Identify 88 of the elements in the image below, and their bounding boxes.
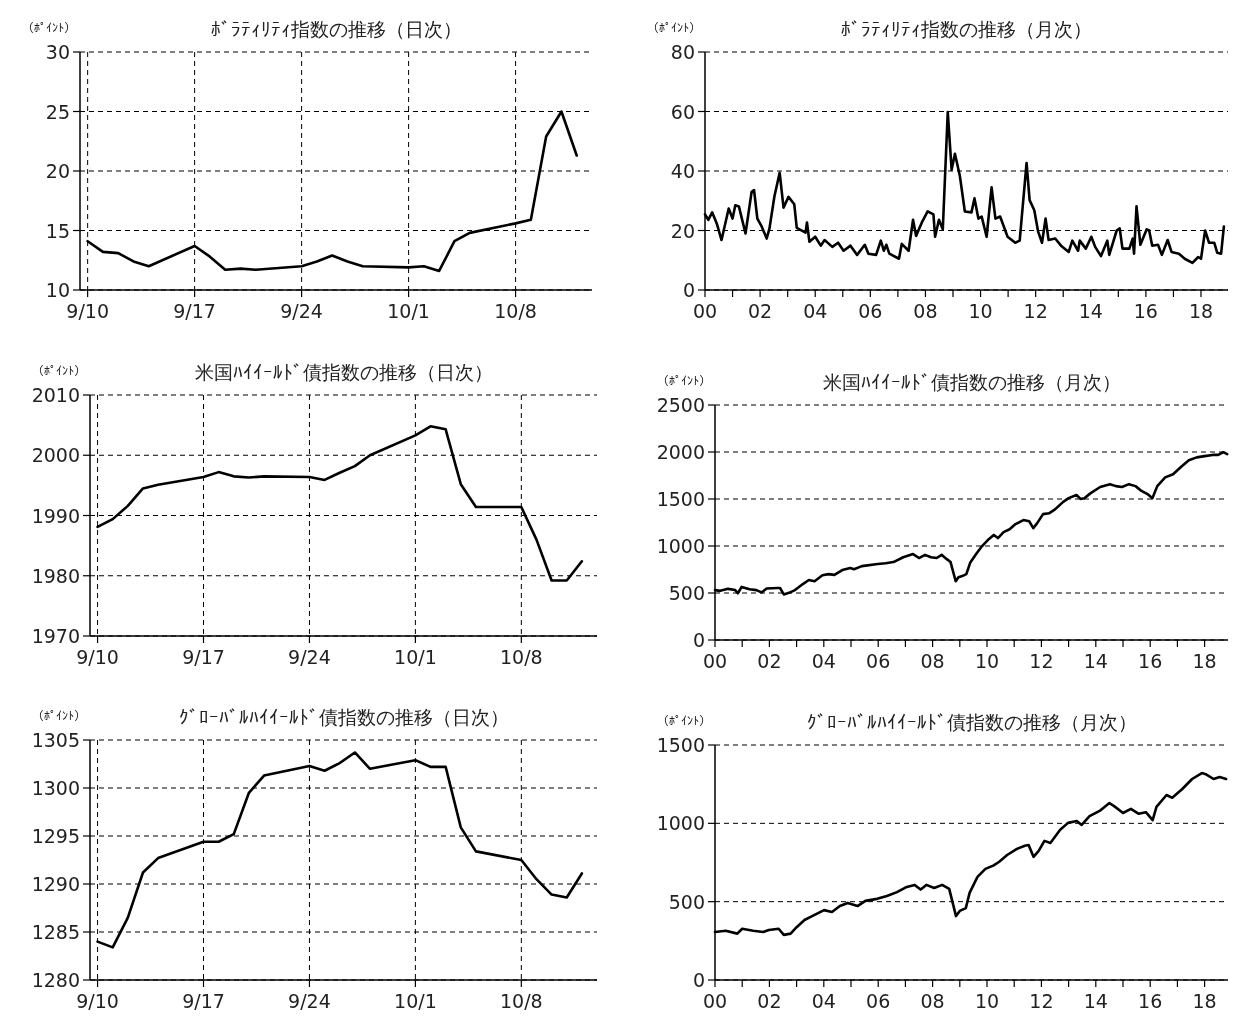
x-tick-label: 04 (811, 650, 836, 672)
y-tick-label: 0 (692, 969, 705, 991)
y-tick-label: 1305 (31, 729, 80, 751)
y-axis-title: （ﾎﾟｲﾝﾄ） (647, 21, 701, 35)
y-tick-label: 1285 (31, 921, 80, 943)
x-tick-label: 08 (920, 990, 945, 1012)
y-tick-label: 10 (45, 279, 70, 301)
x-tick-label: 06 (866, 990, 891, 1012)
y-tick-label: 15 (45, 219, 70, 242)
y-axis-title: （ﾎﾟｲﾝﾄ） (32, 709, 86, 723)
x-tick-label: 04 (803, 300, 828, 322)
y-tick-label: 1290 (31, 873, 80, 895)
chart-title: ｸﾞﾛｰﾊﾞﾙﾊｲｲｰﾙﾄﾞ債指数の推移（日次） (178, 706, 509, 728)
y-tick-label: 60 (670, 100, 695, 123)
y-tick-label: 1295 (31, 825, 80, 847)
x-tick-label: 18 (1188, 300, 1214, 322)
y-tick-label: 80 (670, 41, 695, 63)
y-tick-label: 30 (45, 41, 70, 63)
x-tick-label: 9/24 (288, 990, 331, 1012)
x-tick-label: 10 (968, 300, 993, 322)
x-tick-label: 12 (1029, 990, 1054, 1012)
y-tick-label: 1280 (31, 969, 80, 991)
x-tick-label: 10/1 (394, 646, 437, 668)
x-tick-label: 10 (974, 990, 1000, 1012)
y-tick-label: 1300 (31, 777, 80, 799)
x-tick-label: 10/8 (499, 646, 543, 668)
y-tick-label: 500 (668, 890, 705, 913)
x-tick-label: 18 (1192, 650, 1217, 672)
x-tick-label: 9/24 (288, 646, 331, 668)
y-tick-label: 0 (692, 629, 705, 651)
y-tick-label: 1000 (656, 812, 705, 835)
x-tick-label: 18 (1192, 990, 1217, 1012)
x-tick-label: 16 (1133, 300, 1158, 322)
y-tick-label: 1000 (656, 535, 705, 557)
y-tick-label: 2500 (656, 394, 705, 416)
x-tick-label: 9/17 (182, 646, 225, 668)
x-tick-label: 08 (920, 650, 945, 672)
y-axis-title: （ﾎﾟｲﾝﾄ） (22, 21, 76, 35)
y-tick-label: 20 (45, 160, 70, 182)
x-tick-label: 02 (757, 990, 782, 1012)
x-tick-label: 9/10 (76, 646, 119, 668)
x-tick-label: 00 (702, 650, 728, 672)
y-tick-label: 0 (682, 279, 695, 301)
x-tick-label: 06 (858, 300, 883, 322)
x-tick-label: 02 (757, 650, 782, 672)
x-tick-label: 10/1 (387, 300, 430, 322)
y-tick-label: 1970 (31, 625, 80, 647)
x-tick-label: 14 (1083, 650, 1108, 672)
x-tick-label: 08 (913, 300, 938, 322)
x-tick-label: 14 (1083, 990, 1108, 1012)
y-tick-label: 20 (670, 219, 695, 242)
x-tick-label: 9/10 (76, 990, 119, 1012)
y-tick-label: 1500 (656, 488, 705, 510)
x-tick-label: 10/8 (494, 300, 537, 322)
y-tick-label: 2000 (31, 444, 80, 467)
x-tick-label: 10 (974, 650, 1000, 672)
x-tick-label: 9/17 (173, 300, 216, 322)
x-tick-label: 06 (866, 650, 891, 672)
x-tick-label: 00 (702, 990, 728, 1012)
y-axis-title: （ﾎﾟｲﾝﾄ） (657, 714, 711, 728)
x-tick-label: 04 (811, 990, 836, 1012)
x-tick-label: 02 (748, 300, 773, 322)
x-tick-label: 9/10 (66, 300, 109, 322)
y-tick-label: 1980 (31, 564, 80, 587)
y-tick-label: 40 (670, 160, 695, 182)
y-tick-label: 500 (668, 582, 705, 604)
y-tick-label: 2010 (31, 384, 80, 406)
chart-title: ｸﾞﾛｰﾊﾞﾙﾊｲｲｰﾙﾄﾞ債指数の推移（月次） (806, 711, 1137, 733)
chart-title: ﾎﾞﾗﾃｨﾘﾃｨ指数の推移（月次） (841, 18, 1092, 40)
x-tick-label: 14 (1078, 300, 1103, 322)
y-tick-label: 1500 (656, 734, 705, 756)
x-tick-label: 16 (1138, 990, 1163, 1012)
x-tick-label: 10/8 (499, 990, 543, 1012)
x-tick-label: 12 (1023, 300, 1048, 322)
chart-title: 米国ﾊｲｲｰﾙﾄﾞ債指数の推移（月次） (822, 371, 1121, 393)
x-tick-label: 16 (1138, 650, 1163, 672)
y-axis-title: （ﾎﾟｲﾝﾄ） (657, 374, 711, 388)
y-axis-title: （ﾎﾟｲﾝﾄ） (32, 364, 86, 378)
y-tick-label: 2000 (656, 441, 705, 463)
x-tick-label: 9/24 (280, 300, 323, 322)
y-tick-label: 25 (45, 100, 70, 123)
x-tick-label: 9/17 (182, 990, 225, 1012)
y-tick-label: 1990 (31, 504, 80, 527)
x-tick-label: 00 (692, 300, 718, 322)
chart-title: 米国ﾊｲｲｰﾙﾄﾞ債指数の推移（日次） (194, 361, 493, 383)
x-tick-label: 12 (1029, 650, 1054, 672)
x-tick-label: 10/1 (394, 990, 437, 1012)
chart-title: ﾎﾞﾗﾃｨﾘﾃｨ指数の推移（日次） (210, 18, 462, 40)
